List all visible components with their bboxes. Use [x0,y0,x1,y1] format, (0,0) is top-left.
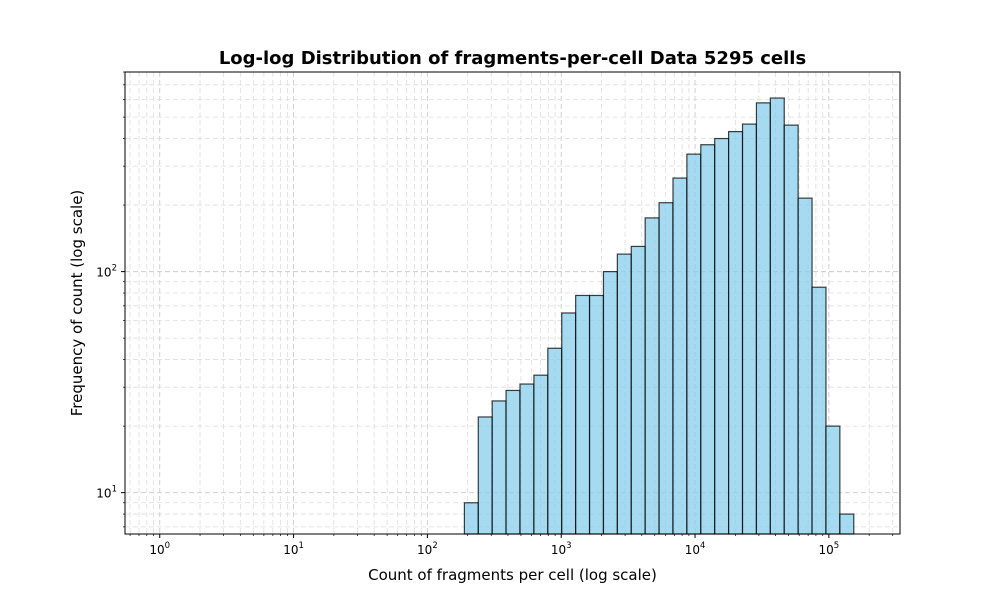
histogram-bar [602,271,618,535]
y-tick-label: 101 [96,485,117,501]
y-tick-label: 102 [96,264,117,280]
histogram-bar [588,294,605,535]
histogram-bar [505,389,521,535]
histogram-bar [686,153,702,535]
histogram-bar [783,124,799,535]
axis-ticks [121,71,894,538]
histogram-bar [700,144,716,535]
histogram-bar [741,123,758,535]
x-tick-label: 100 [149,541,170,557]
plot-frame [124,71,901,535]
histogram-bar [547,347,563,535]
histogram-bars [463,97,855,535]
histogram-bar [463,502,479,535]
y-axis-title: Frequency of count (log scale) [68,190,86,417]
histogram-bar [575,294,591,535]
histogram-bar [811,286,827,535]
histogram-bar [769,97,785,535]
histogram-bar [755,102,771,535]
histogram-bar [491,400,507,535]
histogram-bar [630,245,646,535]
histogram-bar [672,177,688,535]
histogram-bar [477,416,493,535]
histogram-bar [825,425,841,535]
histogram-bar [519,383,535,535]
histogram-bar [561,312,577,535]
x-tick-label: 104 [685,541,706,557]
histogram-bar [616,253,632,535]
tick-labels: 100 101 102 103 104 105 101 102 [96,264,839,557]
histogram-bar [658,202,674,535]
x-axis-title: Count of fragments per cell (log scale) [368,566,657,584]
x-tick-label: 102 [417,541,438,557]
histogram-bar [644,217,660,535]
chart-title: Log-log Distribution of fragments-per-ce… [219,48,806,69]
x-tick-label: 101 [283,541,304,557]
x-tick-label: 105 [819,541,840,557]
histogram-bar [533,374,549,535]
histogram-bar [797,197,813,535]
histogram-bar [714,137,730,535]
histogram-bar [839,513,855,535]
x-tick-label: 103 [551,541,572,557]
histogram-bar [728,130,744,535]
